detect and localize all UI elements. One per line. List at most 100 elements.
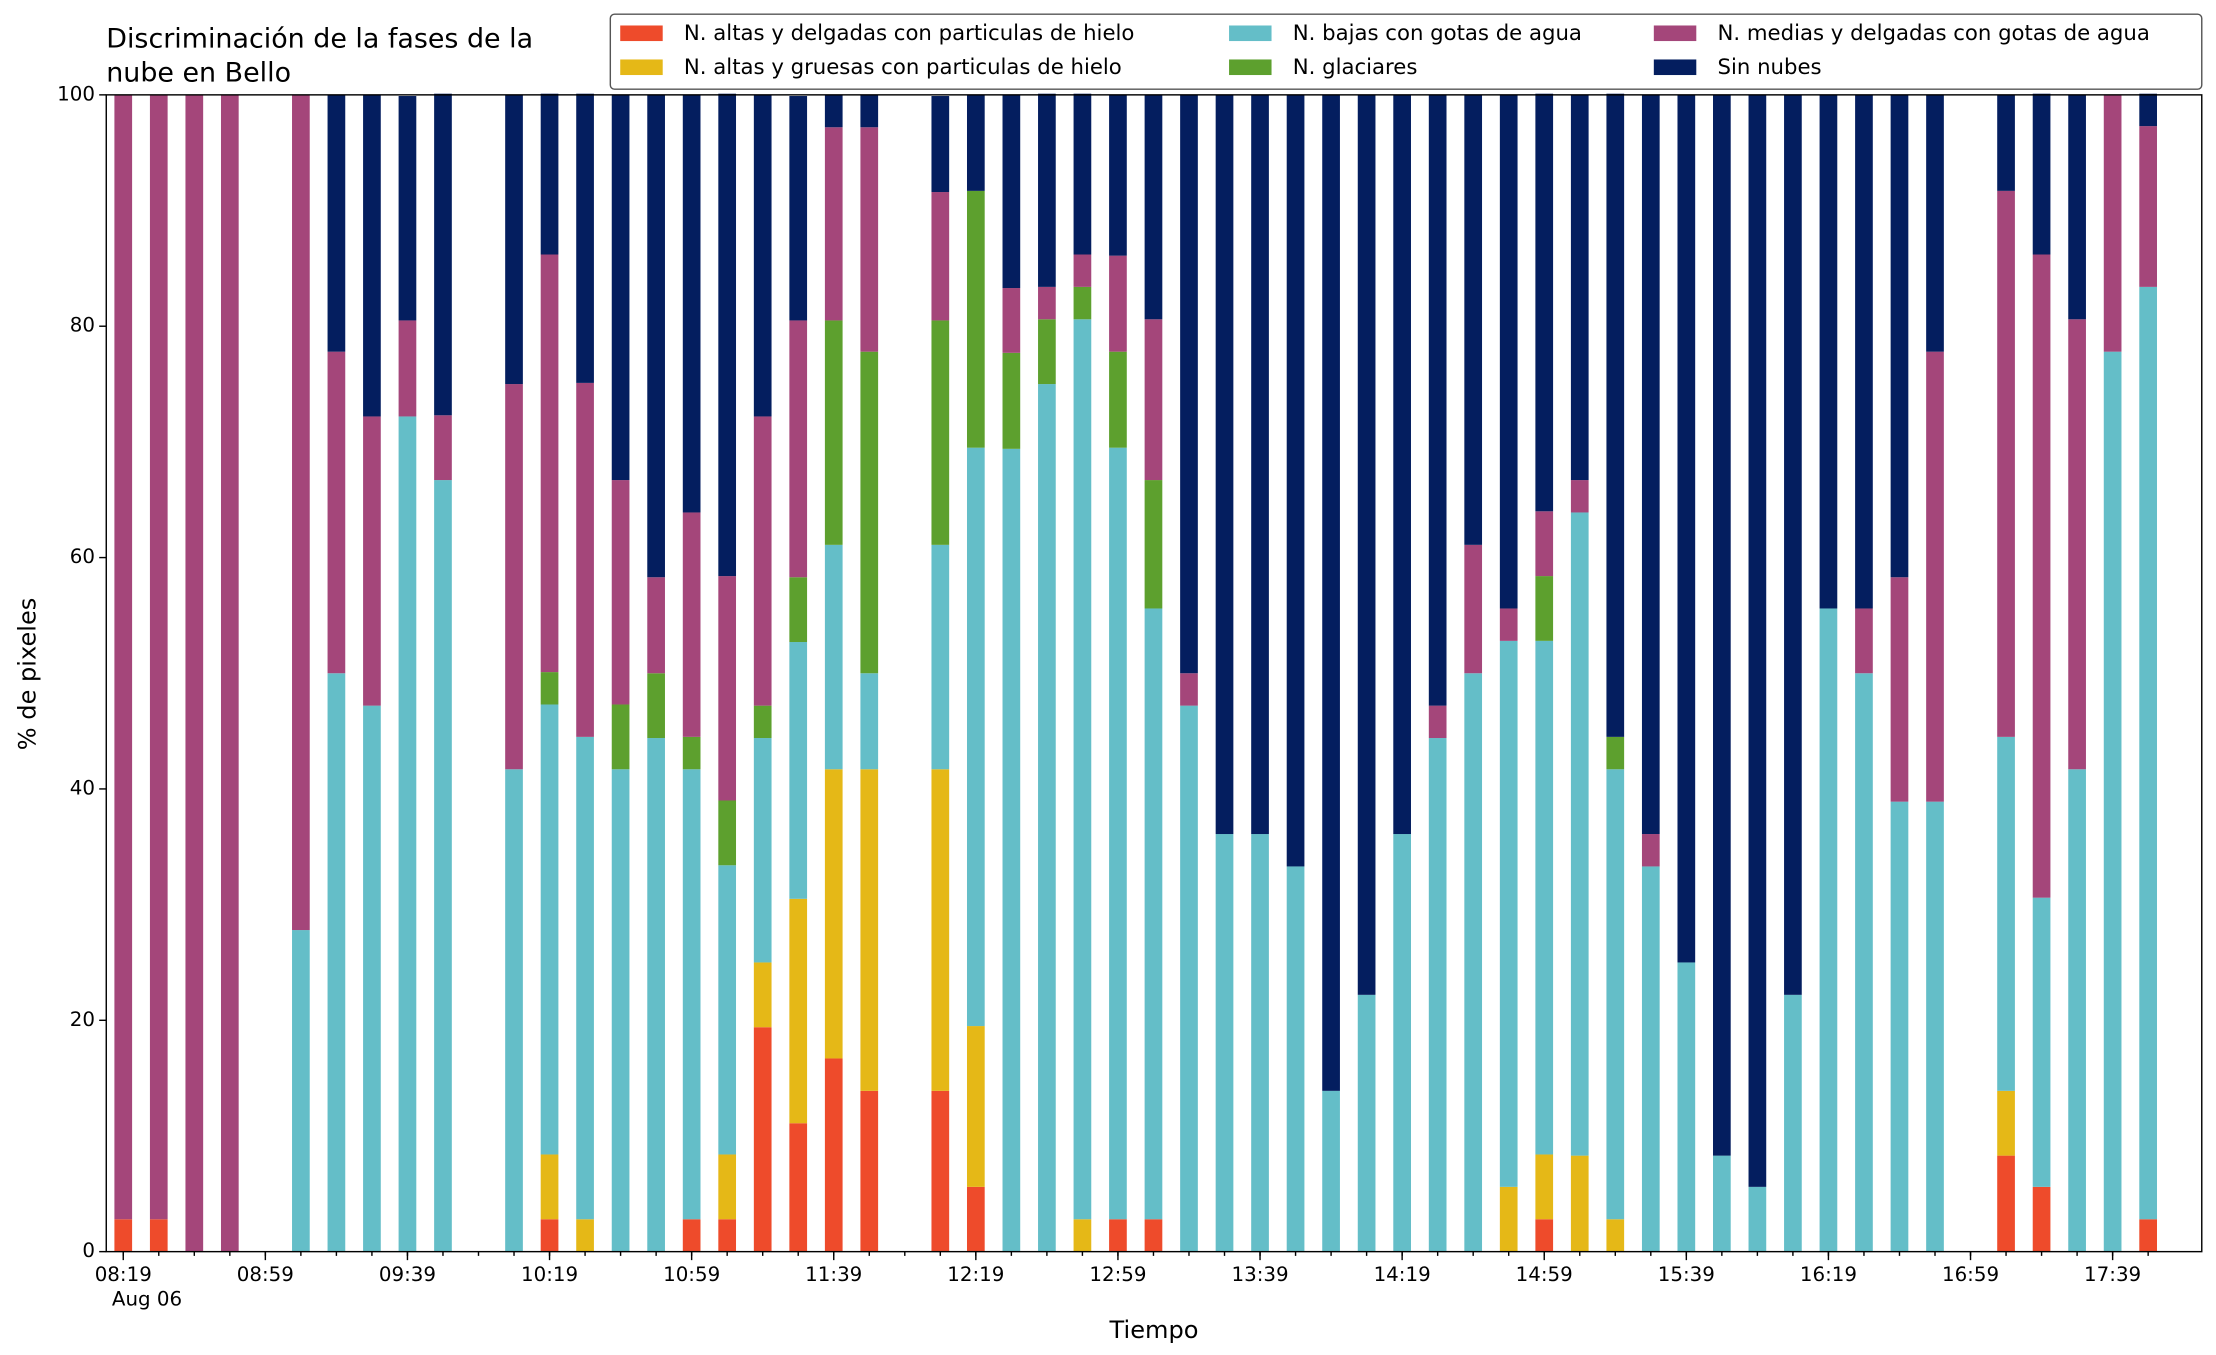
bar-segment xyxy=(966,94,985,191)
bar-segment xyxy=(1997,1090,2015,1156)
bar-segment xyxy=(505,769,523,1252)
y-axis-label: % de pixeles xyxy=(13,598,41,751)
bar-segment xyxy=(1002,352,1021,449)
x-tick-label: 12:59 xyxy=(1089,1263,1146,1286)
bar-segment xyxy=(1677,94,1696,963)
bar-segment xyxy=(1002,94,1021,289)
bar-segment xyxy=(398,320,417,417)
bar-segment xyxy=(434,415,452,481)
bar-segment xyxy=(860,1090,879,1252)
bar-segment xyxy=(327,673,346,1252)
bar-segment xyxy=(1428,738,1447,1252)
bar-segment xyxy=(1713,94,1731,1156)
bar-segment xyxy=(1570,1155,1589,1252)
x-axis-label: Tiempo xyxy=(1109,1316,1199,1344)
bar-segment xyxy=(1180,94,1198,674)
bar-segment xyxy=(505,384,523,770)
legend-label: N. bajas con gotas de agua xyxy=(1293,21,1582,46)
bar-segment xyxy=(1641,834,1660,867)
bar-segment xyxy=(718,576,737,801)
bar-segment xyxy=(1926,94,1944,352)
bar-segment xyxy=(647,94,665,578)
bar-segment xyxy=(1499,640,1518,1187)
bar-segment xyxy=(1144,94,1163,320)
bar-segment xyxy=(1215,834,1234,1252)
bar-segment xyxy=(753,416,772,706)
bar-segment xyxy=(1784,94,1802,995)
bar-segment xyxy=(824,127,843,321)
bar-segment xyxy=(398,96,417,321)
bar-segment xyxy=(1641,866,1660,1252)
bar-segment xyxy=(1109,1219,1127,1252)
bar-segment xyxy=(789,577,808,643)
x-tick-label: 09:39 xyxy=(379,1263,436,1286)
bar-segment xyxy=(1997,190,2015,737)
bar-segment xyxy=(1002,288,1021,353)
bar-segment xyxy=(1784,994,1802,1252)
bar-segment xyxy=(1038,286,1056,320)
bar-segment xyxy=(789,96,808,321)
bar-segment xyxy=(576,1219,594,1252)
bar-segment xyxy=(718,93,737,577)
bar-segment xyxy=(753,962,772,1028)
bar-segment xyxy=(1535,1219,1554,1252)
bar-segment xyxy=(2139,126,2157,287)
bar-segment xyxy=(1713,1155,1731,1252)
bar-segment xyxy=(2032,1186,2051,1252)
bar-segment xyxy=(1251,834,1269,1252)
bar-segment xyxy=(1428,705,1447,739)
bar-segment xyxy=(2103,351,2122,1252)
bar-segment xyxy=(1144,319,1163,481)
bar-segment xyxy=(1855,94,1873,609)
bar-segment xyxy=(1499,94,1518,609)
bar-segment xyxy=(1038,384,1056,1252)
legend-label: N. altas y gruesas con particulas de hie… xyxy=(684,55,1122,80)
bar-segment xyxy=(824,544,843,770)
x-tick-label: 14:19 xyxy=(1374,1263,1431,1286)
bar-segment xyxy=(1570,512,1589,1156)
x-tick-label: 13:39 xyxy=(1231,1263,1288,1286)
bar-segment xyxy=(2139,93,2157,127)
bar-segment xyxy=(1535,1154,1554,1220)
bar-segment xyxy=(1997,736,2015,1091)
bar-segment xyxy=(1606,93,1625,737)
legend-swatch xyxy=(1653,25,1697,42)
legend-swatch xyxy=(1229,59,1272,76)
bar-segment xyxy=(1180,673,1198,706)
bar-segment xyxy=(1073,254,1092,287)
y-tick-label: 80 xyxy=(70,314,95,337)
bar-segment xyxy=(1038,93,1056,287)
bar-segment xyxy=(540,1154,559,1220)
legend-label: N. glaciares xyxy=(1293,55,1418,80)
bar-segment xyxy=(647,738,665,1252)
y-tick-label: 20 xyxy=(70,1008,95,1031)
bar-segment xyxy=(753,705,772,739)
legend-swatch xyxy=(620,25,663,42)
bar-segment xyxy=(1073,319,1092,1220)
bar-segment xyxy=(1286,866,1305,1252)
bar-segment xyxy=(2068,769,2086,1252)
bar-segment xyxy=(1535,576,1554,641)
bar-segment xyxy=(2103,94,2122,352)
x-date-label: Aug 06 xyxy=(112,1287,182,1310)
x-tick-label: 08:19 xyxy=(95,1263,152,1286)
bar-segment xyxy=(505,94,523,385)
bar-segment xyxy=(789,898,808,1124)
bar-segment xyxy=(718,1154,737,1220)
bar-segment xyxy=(789,320,808,578)
bar-segment xyxy=(1073,286,1092,320)
bar-segment xyxy=(1002,448,1021,1252)
bar-segment xyxy=(1606,769,1625,1220)
bar-segment xyxy=(647,577,665,674)
bar-segment xyxy=(611,480,630,705)
bar-segment xyxy=(682,94,701,513)
bar-segment xyxy=(363,94,381,417)
bar-segment xyxy=(931,192,950,321)
bar-segment xyxy=(789,642,808,899)
bar-segment xyxy=(753,738,772,963)
bar-segment xyxy=(576,93,594,383)
bar-segment xyxy=(1748,94,1767,1187)
bar-segment xyxy=(1819,94,1838,609)
bar-segment xyxy=(1535,511,1554,577)
